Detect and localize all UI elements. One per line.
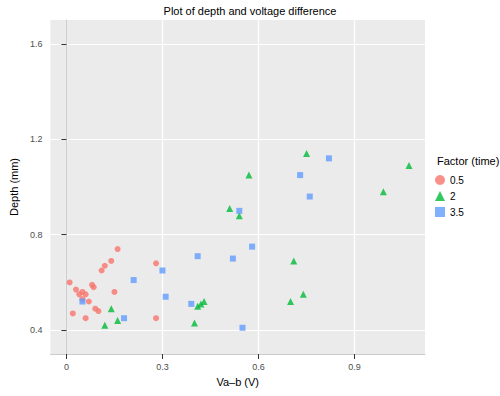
svg-text:1.2: 1.2: [30, 134, 43, 144]
svg-text:0.8: 0.8: [30, 230, 43, 240]
svg-text:0.9: 0.9: [348, 362, 361, 372]
svg-text:1.6: 1.6: [30, 39, 43, 49]
svg-text:2: 2: [450, 191, 456, 202]
svg-text:3.5: 3.5: [450, 207, 464, 218]
svg-text:0.6: 0.6: [252, 362, 265, 372]
svg-text:0: 0: [64, 362, 69, 372]
svg-text:Plot of depth and voltage diff: Plot of depth and voltage difference: [164, 5, 337, 17]
svg-text:Depth (mm): Depth (mm): [8, 158, 20, 216]
svg-text:Va–b (V): Va–b (V): [216, 376, 259, 388]
svg-text:0.4: 0.4: [30, 325, 43, 335]
svg-text:0.3: 0.3: [156, 362, 169, 372]
svg-text:Factor (time): Factor (time): [437, 155, 499, 167]
svg-text:0.5: 0.5: [450, 175, 464, 186]
